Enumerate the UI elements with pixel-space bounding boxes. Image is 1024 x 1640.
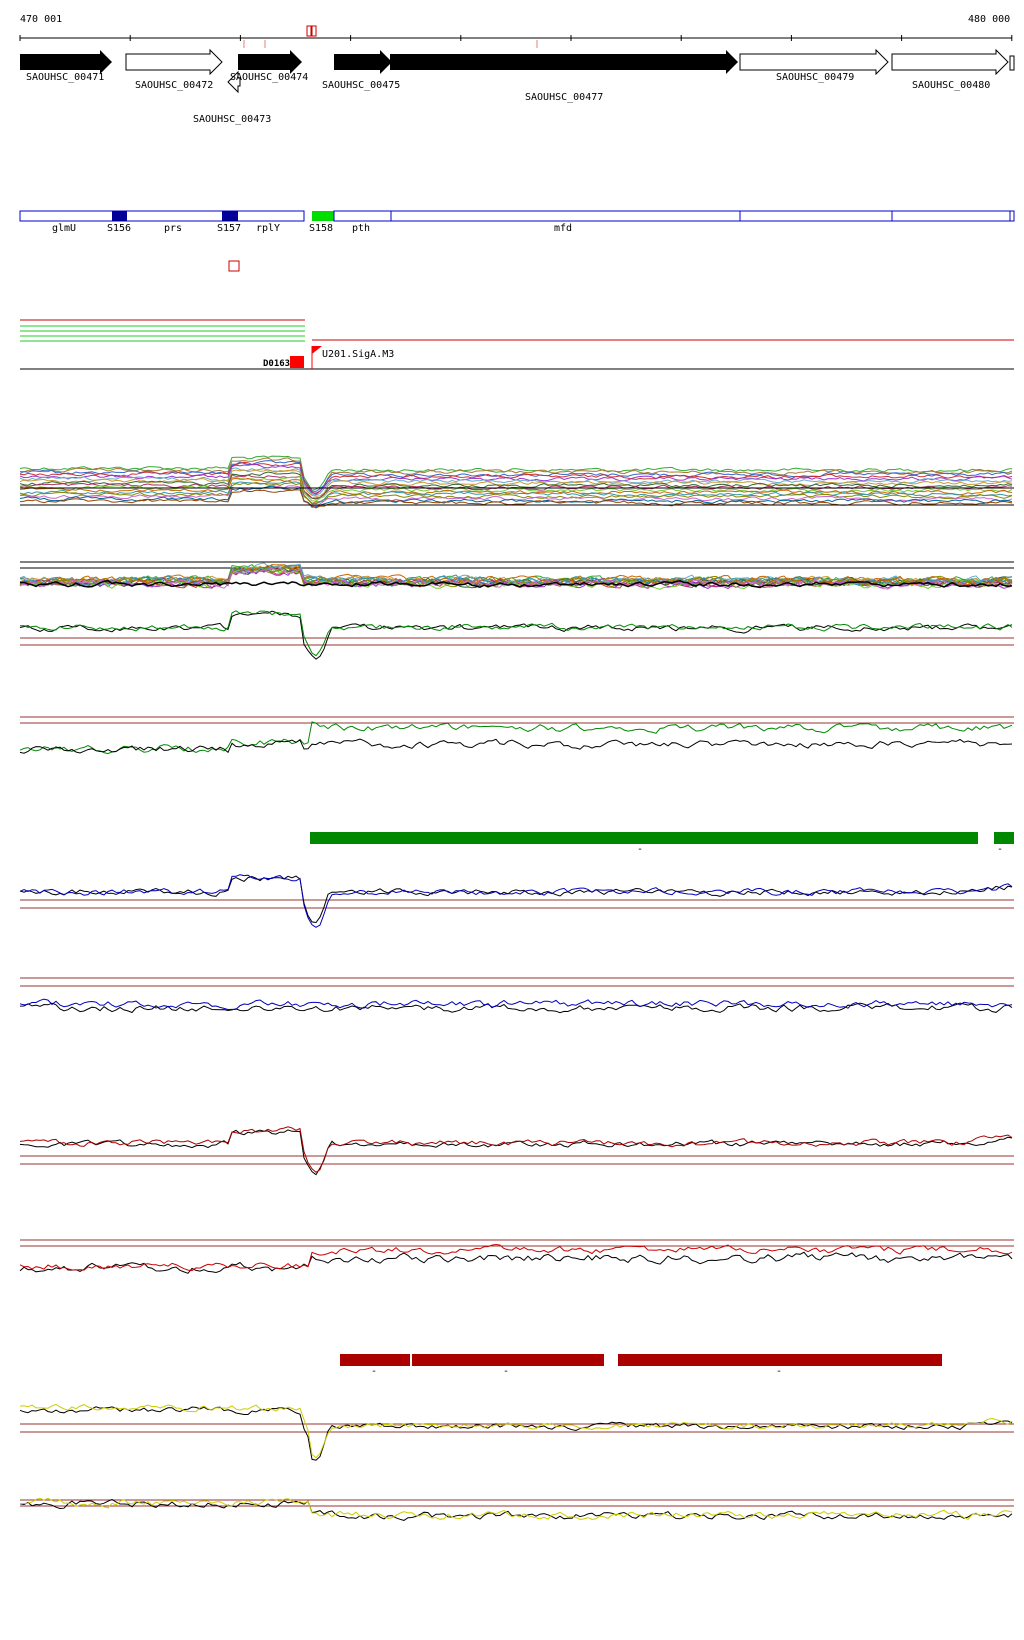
gene-label: SAOUHSC_00477 [525, 92, 603, 103]
tick-mark: - [776, 1366, 782, 1377]
tick-mark: - [997, 844, 1003, 855]
ruler-start: 470 001 [20, 14, 62, 25]
gene-saouhsc-00471[interactable]: SAOUHSC_00471 [20, 50, 112, 83]
feature-mfd[interactable]: mfd [554, 223, 572, 234]
transcript-track: D0163 U201.SigA.M3 [20, 319, 1014, 370]
signal-trace [19, 469, 1013, 497]
signal-trace [19, 875, 1013, 924]
region-bar[interactable] [618, 1354, 942, 1366]
feature-prs[interactable]: prs [164, 223, 182, 234]
expression-tracks [19, 455, 1014, 1521]
signal-trace [19, 481, 1013, 505]
signal-trace [19, 457, 1013, 494]
signal-trace [19, 477, 1013, 504]
gene-label: SAOUHSC_00475 [322, 80, 400, 91]
gene-label: SAOUHSC_00480 [912, 80, 990, 91]
red-region-bars: - - - [340, 1354, 942, 1377]
gene-label: SAOUHSC_00479 [776, 72, 854, 83]
promoter-u201-siga-m3[interactable]: U201.SigA.M3 [322, 349, 394, 360]
signal-trace [19, 1002, 1013, 1014]
feature-glmu[interactable]: glmU [52, 223, 76, 234]
region-bar[interactable] [412, 1354, 604, 1366]
small-marker-box [228, 260, 240, 272]
gene-saouhsc-00477[interactable]: SAOUHSC_00477 [390, 50, 738, 103]
coordinate-ruler: 470 001 480 000 [19, 14, 1013, 41]
region-bar[interactable] [340, 1354, 410, 1366]
tick-mark: - [371, 1366, 377, 1377]
signal-trace [19, 461, 1013, 496]
promoter-d0163[interactable]: D0163 [263, 359, 290, 369]
signal-trace [19, 1251, 1013, 1274]
top-markers [243, 25, 538, 48]
signal-trace [19, 475, 1013, 502]
gene-saouhsc-00472[interactable]: SAOUHSC_00472 [125, 48, 223, 91]
signal-trace [20, 1497, 1013, 1521]
ruler-ticks [19, 35, 1013, 41]
gene-saouhsc-00473[interactable]: SAOUHSC_00473 [193, 70, 271, 125]
feature-rply[interactable]: rplY [256, 223, 280, 234]
region-bar[interactable] [994, 832, 1014, 844]
green-region-bars: - - [310, 832, 1014, 855]
signal-trace [19, 721, 1013, 755]
gene-label: SAOUHSC_00474 [230, 72, 308, 83]
signal-trace [19, 1406, 1013, 1461]
signal-trace [19, 610, 1013, 660]
signal-trace [20, 484, 1013, 507]
feature-s158[interactable]: S158 [309, 223, 333, 234]
tick-mark: - [637, 844, 643, 855]
signal-trace [19, 567, 1013, 588]
tick-mark: - [503, 1366, 509, 1377]
signal-trace [19, 874, 1013, 928]
gene-label: SAOUHSC_00472 [135, 80, 213, 91]
ruler-end: 480 000 [968, 14, 1010, 25]
gene-saouhsc-00480[interactable]: SAOUHSC_00480 [891, 48, 1015, 91]
signal-trace [19, 738, 1013, 754]
signal-trace [19, 1126, 1013, 1173]
feature-s157[interactable]: S157 [217, 223, 241, 234]
signal-trace [19, 579, 1013, 589]
gene-saouhsc-00474[interactable]: SAOUHSC_00474 [230, 50, 308, 83]
signal-trace [19, 1498, 1013, 1521]
signal-trace [19, 564, 1013, 586]
signal-trace [19, 471, 1013, 500]
feature-pth[interactable]: pth [352, 223, 370, 234]
signal-trace [19, 485, 1013, 508]
gene-saouhsc-00479[interactable]: SAOUHSC_00479 [739, 48, 889, 83]
signal-trace [19, 460, 1013, 492]
region-bar[interactable] [310, 832, 978, 844]
feature-s156[interactable]: S156 [107, 223, 131, 234]
signal-trace [19, 1243, 1013, 1272]
signal-trace [19, 610, 1013, 657]
gene-label: SAOUHSC_00471 [26, 72, 104, 83]
signal-trace [19, 1403, 1013, 1459]
feature-track: glmU S156 prs S157 rplY S158 pth mfd [19, 210, 1015, 272]
gene-saouhsc-00475[interactable]: SAOUHSC_00475 [322, 50, 400, 91]
signal-trace [19, 480, 1013, 505]
signal-trace [19, 998, 1013, 1011]
gene-track: SAOUHSC_00471 SAOUHSC_00472 SAOUHSC_0047… [20, 48, 1015, 125]
gene-label: SAOUHSC_00473 [193, 114, 271, 125]
signal-trace [19, 1129, 1013, 1176]
